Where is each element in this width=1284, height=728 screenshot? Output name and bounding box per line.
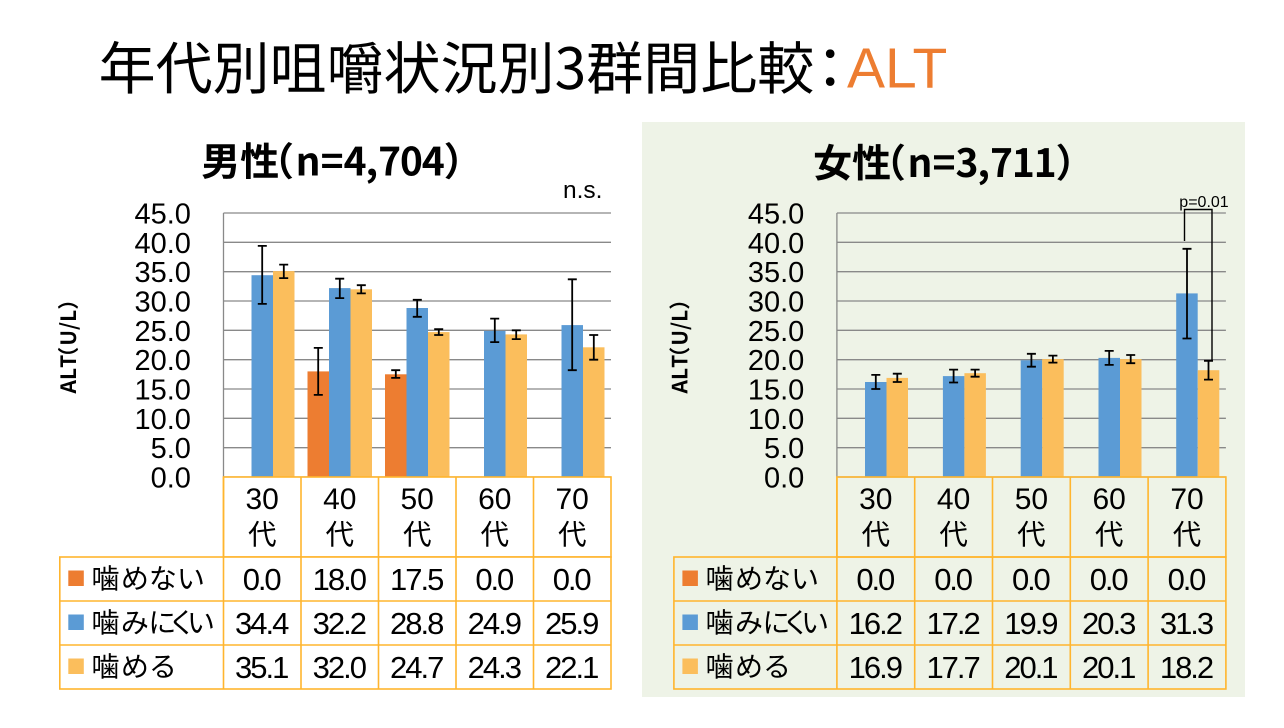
- svg-text:60: 60: [478, 483, 511, 516]
- svg-text:0.0: 0.0: [553, 562, 592, 597]
- svg-text:40.0: 40.0: [748, 228, 804, 260]
- svg-text:20.3: 20.3: [1082, 606, 1136, 641]
- svg-text:24.7: 24.7: [390, 650, 444, 685]
- svg-text:17.2: 17.2: [926, 606, 980, 641]
- svg-text:25.0: 25.0: [134, 316, 190, 348]
- svg-text:30: 30: [859, 483, 892, 516]
- svg-text:70: 70: [1170, 483, 1203, 516]
- svg-text:0.0: 0.0: [475, 562, 514, 597]
- svg-text:15.0: 15.0: [748, 375, 804, 407]
- svg-text:24.3: 24.3: [468, 650, 522, 685]
- svg-text:0.0: 0.0: [934, 562, 973, 597]
- svg-text:16.9: 16.9: [849, 650, 903, 685]
- svg-text:5.0: 5.0: [151, 433, 191, 465]
- svg-text:35.0: 35.0: [134, 257, 190, 289]
- svg-text:70: 70: [556, 483, 589, 516]
- svg-text:20.0: 20.0: [748, 345, 804, 377]
- svg-text:18.2: 18.2: [1160, 650, 1214, 685]
- svg-text:45.0: 45.0: [748, 199, 804, 231]
- svg-text:22.1: 22.1: [545, 650, 599, 685]
- svg-text:ALT: ALT: [847, 37, 947, 101]
- svg-text:0.0: 0.0: [1090, 562, 1129, 597]
- svg-text:28.8: 28.8: [390, 606, 444, 641]
- svg-text:10.0: 10.0: [748, 404, 804, 436]
- svg-text:p=0.01: p=0.01: [1179, 194, 1228, 211]
- svg-text:0.0: 0.0: [856, 562, 895, 597]
- svg-text:0.0: 0.0: [151, 463, 191, 495]
- svg-text:50: 50: [401, 483, 434, 516]
- svg-text:5.0: 5.0: [764, 433, 804, 465]
- svg-text:20.0: 20.0: [134, 345, 190, 377]
- svg-text:0.0: 0.0: [1012, 562, 1051, 597]
- svg-text:45.0: 45.0: [134, 199, 190, 231]
- svg-text:18.0: 18.0: [313, 562, 367, 597]
- svg-text:30.0: 30.0: [748, 287, 804, 319]
- svg-text:31.3: 31.3: [1160, 606, 1214, 641]
- svg-text:30: 30: [246, 483, 279, 516]
- svg-text:60: 60: [1093, 483, 1126, 516]
- svg-text:25.9: 25.9: [545, 606, 599, 641]
- svg-text:17.5: 17.5: [390, 562, 444, 597]
- svg-text:30.0: 30.0: [134, 287, 190, 319]
- svg-text:40.0: 40.0: [134, 228, 190, 260]
- svg-text:40: 40: [323, 483, 356, 516]
- svg-text:0.0: 0.0: [1168, 562, 1207, 597]
- svg-text:32.0: 32.0: [313, 650, 367, 685]
- svg-text:35.1: 35.1: [235, 650, 289, 685]
- svg-text:35.0: 35.0: [748, 257, 804, 289]
- svg-text:32.2: 32.2: [313, 606, 367, 641]
- svg-text:16.2: 16.2: [849, 606, 903, 641]
- svg-text:50: 50: [1015, 483, 1048, 516]
- svg-text:0.0: 0.0: [243, 562, 282, 597]
- svg-text:15.0: 15.0: [134, 375, 190, 407]
- svg-text:40: 40: [937, 483, 970, 516]
- svg-text:17.7: 17.7: [926, 650, 980, 685]
- svg-text:10.0: 10.0: [134, 404, 190, 436]
- svg-text:20.1: 20.1: [1004, 650, 1058, 685]
- svg-text:24.9: 24.9: [468, 606, 522, 641]
- svg-text:19.9: 19.9: [1004, 606, 1058, 641]
- svg-text:25.0: 25.0: [748, 316, 804, 348]
- svg-text:20.1: 20.1: [1082, 650, 1136, 685]
- svg-text:n.s.: n.s.: [563, 177, 603, 204]
- svg-text:0.0: 0.0: [764, 463, 804, 495]
- svg-text:34.4: 34.4: [235, 606, 289, 641]
